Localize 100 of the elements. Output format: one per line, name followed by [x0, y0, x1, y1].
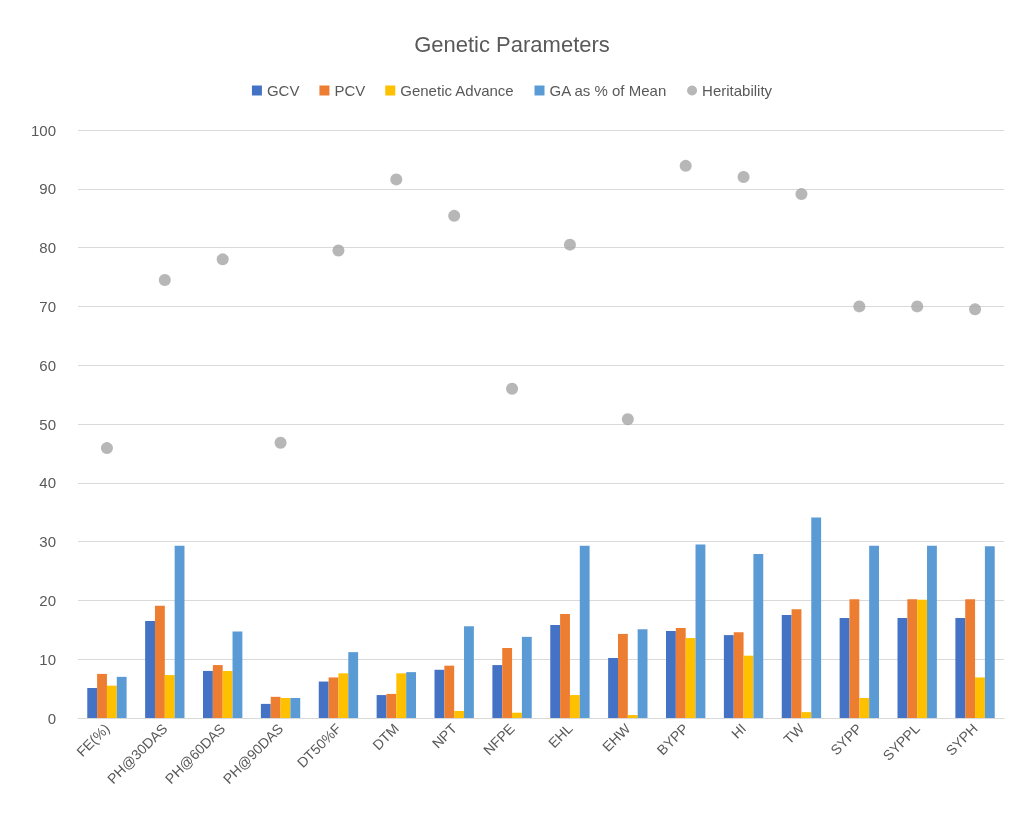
point — [853, 300, 866, 313]
bar — [579, 545, 590, 718]
point — [911, 300, 924, 313]
bar — [164, 675, 175, 718]
bar — [791, 609, 802, 718]
bar — [338, 673, 349, 718]
bar — [512, 712, 522, 718]
bar — [917, 599, 928, 718]
bar — [464, 626, 474, 718]
point — [158, 273, 171, 286]
bar — [637, 629, 648, 718]
bar — [174, 545, 185, 718]
bar — [454, 710, 465, 718]
bar — [232, 631, 243, 718]
y-tick-label: 80 — [39, 239, 56, 257]
bar — [666, 630, 676, 718]
y-tick-label: 90 — [39, 180, 56, 198]
bar — [811, 517, 822, 718]
y-tick-label: 30 — [39, 533, 56, 551]
bar — [280, 698, 291, 718]
bar — [376, 695, 387, 718]
bar — [290, 698, 301, 718]
bar — [444, 665, 455, 718]
y-tick-label: 100 — [30, 121, 56, 139]
bar — [608, 658, 618, 718]
bar — [222, 670, 233, 718]
bar — [675, 628, 686, 718]
bar — [569, 695, 580, 718]
point — [274, 436, 287, 449]
y-tick-label: 40 — [39, 474, 56, 492]
bar — [927, 545, 937, 718]
bar — [685, 638, 696, 718]
bar — [145, 620, 155, 718]
point — [679, 159, 692, 172]
y-tick-label: 0 — [47, 709, 56, 727]
bar — [965, 599, 976, 718]
bar — [521, 636, 532, 718]
point — [969, 303, 982, 316]
bar — [260, 703, 271, 718]
x-tick-label: EHL — [545, 720, 576, 751]
point — [332, 244, 345, 257]
bar — [154, 605, 165, 718]
bar — [550, 625, 561, 718]
bar — [781, 615, 792, 718]
bar — [87, 688, 98, 718]
bar — [743, 655, 754, 718]
point — [390, 173, 403, 186]
y-tick-label: 60 — [39, 356, 56, 374]
bar — [318, 681, 329, 718]
bar — [502, 648, 513, 718]
y-tick-label: 50 — [39, 415, 56, 433]
point — [506, 382, 519, 395]
point — [216, 253, 229, 266]
legend-label: GCV — [266, 82, 300, 99]
bar — [695, 544, 706, 718]
bar — [839, 618, 850, 718]
point — [795, 188, 808, 201]
bar — [733, 632, 744, 718]
bar — [434, 669, 445, 718]
point — [737, 171, 750, 184]
bar — [396, 673, 407, 718]
bar — [212, 665, 223, 718]
legend-label: Heritability — [702, 82, 773, 99]
bar — [116, 676, 127, 718]
bar — [203, 670, 213, 718]
point — [448, 209, 461, 222]
legend-label: Genetic Advance — [400, 82, 514, 99]
bar — [975, 677, 985, 718]
bar — [984, 546, 995, 718]
point — [621, 413, 634, 426]
bar — [348, 652, 359, 718]
x-tick-label: HI — [728, 720, 750, 742]
chart-title: Genetic Parameters — [414, 31, 610, 57]
legend-label: PCV — [334, 82, 366, 99]
bar — [560, 613, 570, 718]
bar — [859, 698, 870, 718]
x-tick-label: TW — [780, 719, 808, 748]
bar — [386, 693, 397, 718]
bar — [627, 715, 638, 718]
bar — [897, 618, 908, 718]
bar — [617, 633, 628, 718]
bar — [955, 618, 966, 718]
bar — [869, 545, 879, 718]
point — [100, 442, 113, 455]
bar — [106, 685, 117, 718]
y-tick-label: 10 — [39, 650, 56, 668]
bar — [753, 553, 764, 718]
bar — [97, 673, 107, 718]
y-tick-label: 70 — [39, 297, 56, 315]
point — [563, 238, 576, 251]
bar — [723, 635, 734, 718]
bar — [270, 696, 281, 718]
bar — [801, 712, 812, 718]
bar — [907, 599, 918, 718]
y-tick-label: 20 — [39, 591, 56, 609]
legend-label: GA as % of Mean — [549, 82, 667, 99]
bar — [492, 665, 503, 718]
bar — [849, 599, 860, 718]
bar — [406, 672, 416, 718]
bar — [328, 677, 339, 718]
